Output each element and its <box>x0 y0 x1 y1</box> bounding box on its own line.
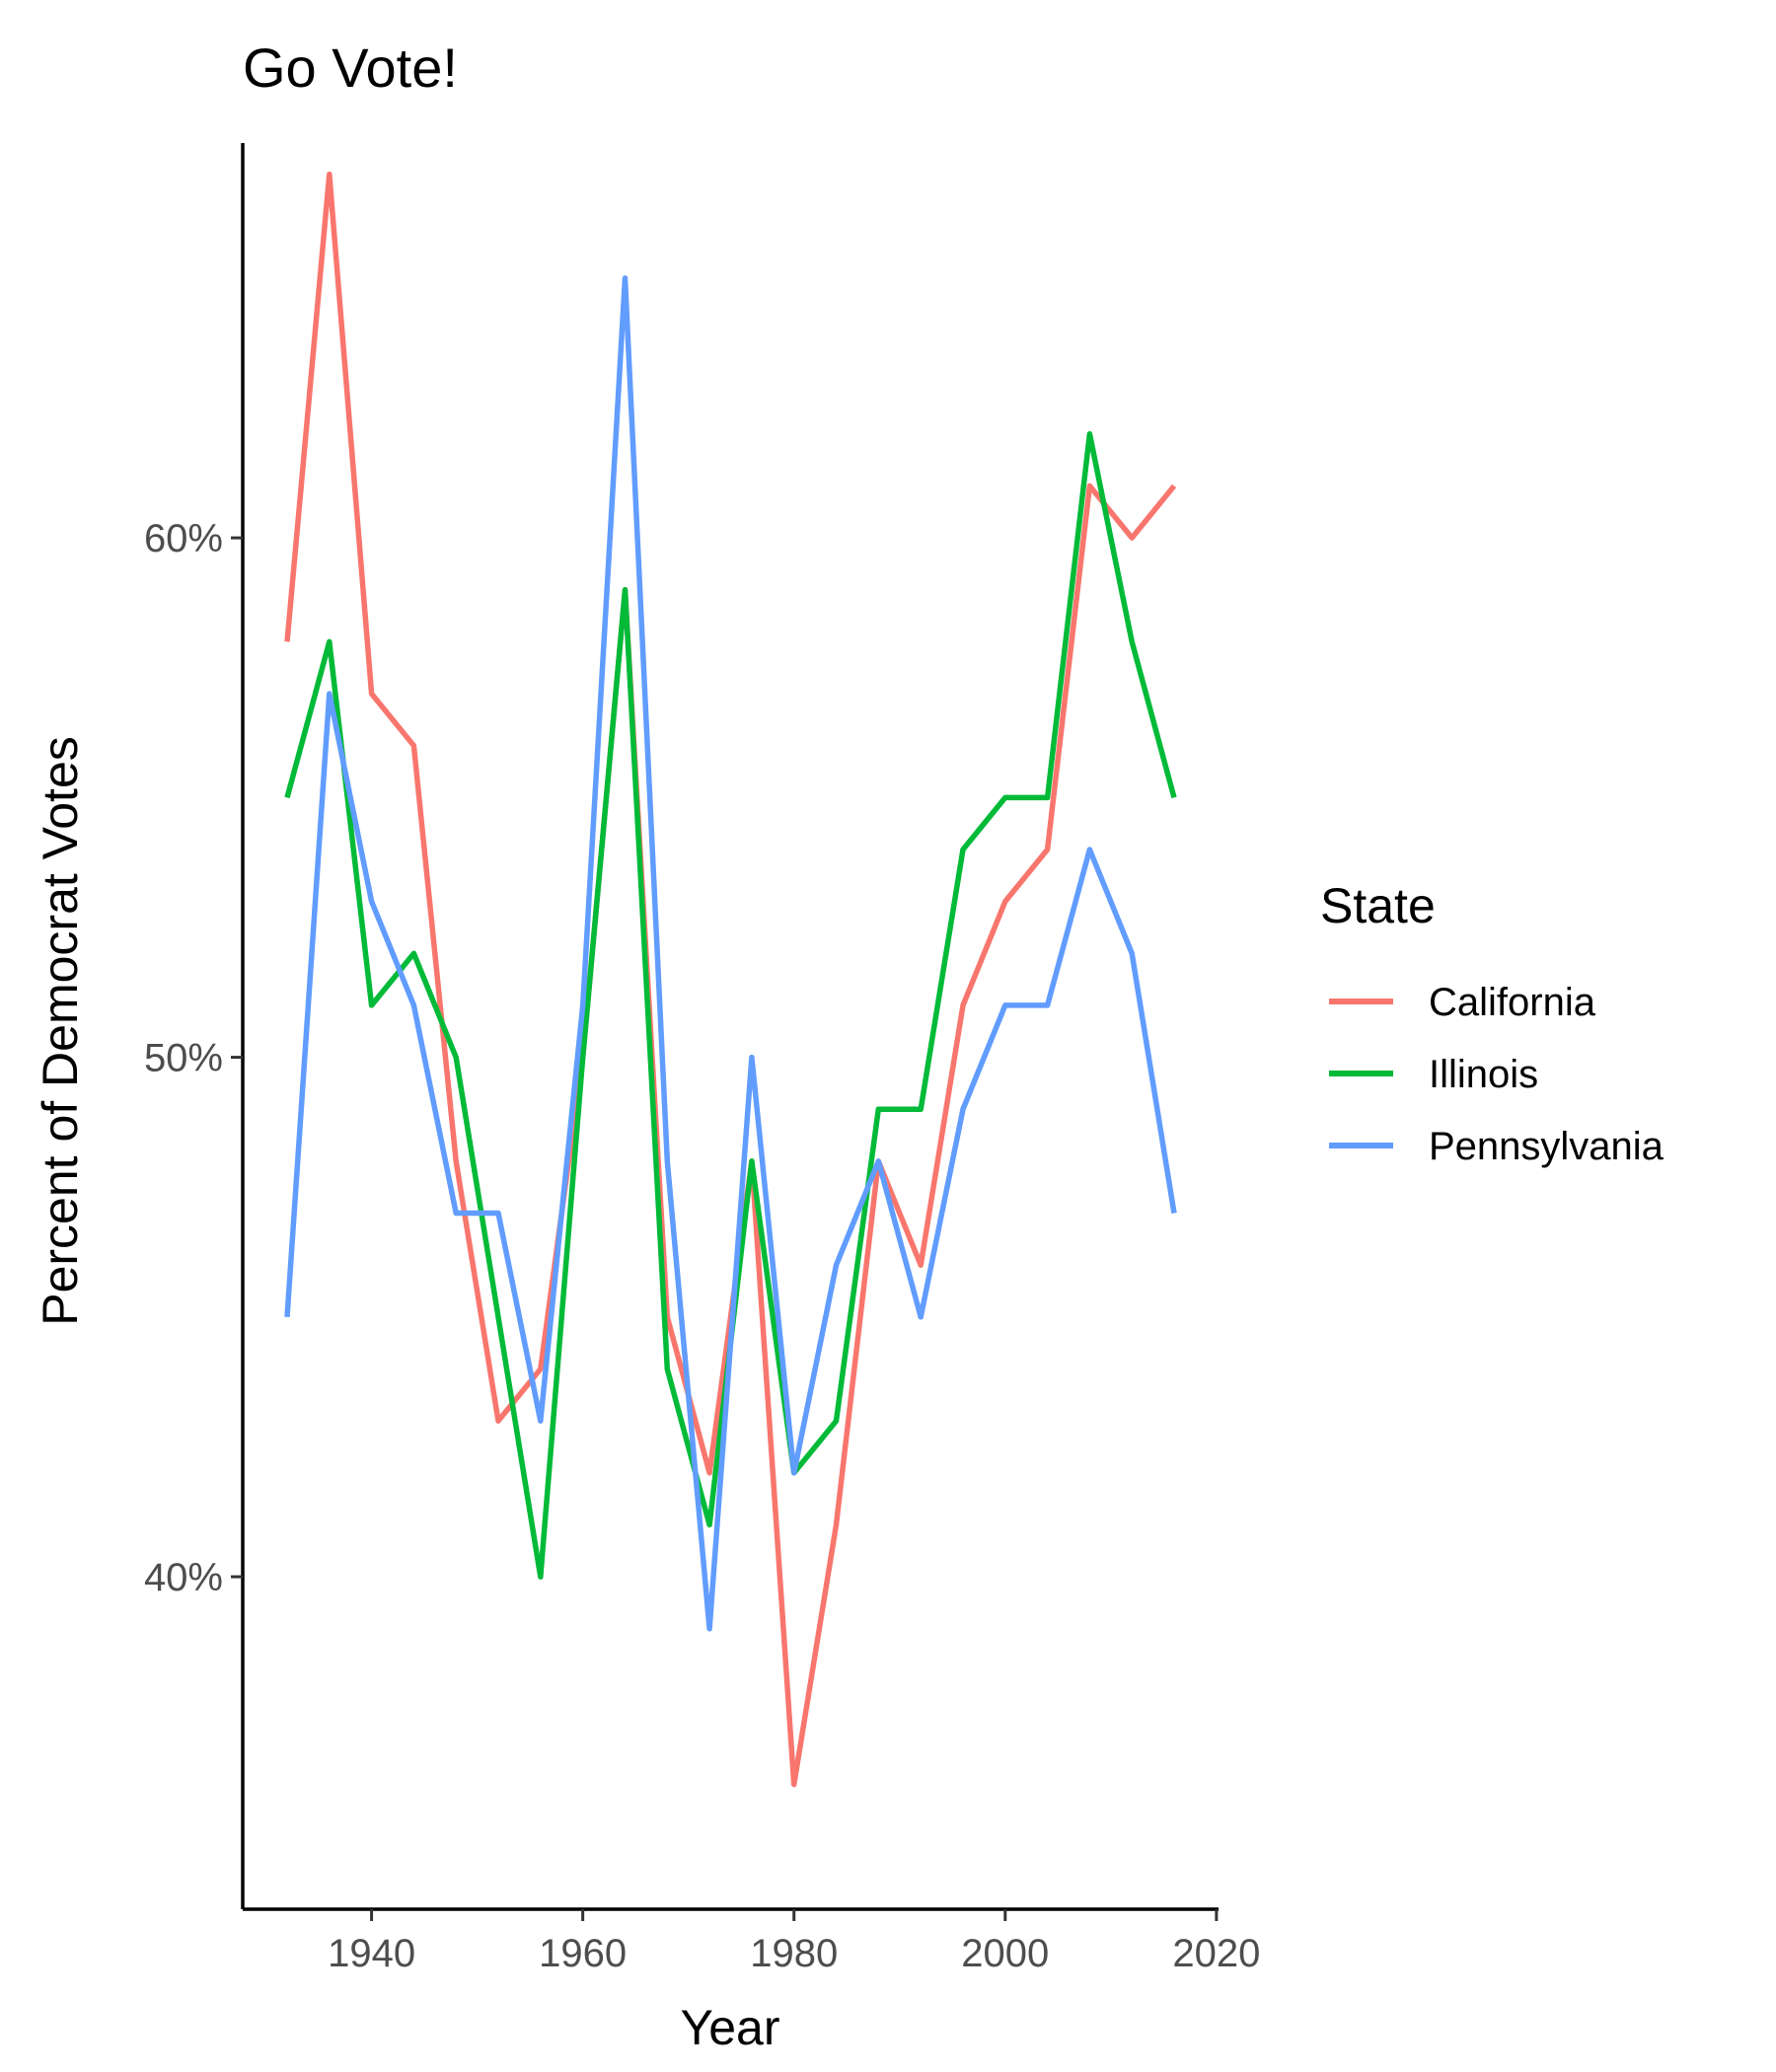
y-axis-title: Percent of Democrat Votes <box>33 736 88 1326</box>
legend-items: California Illinois Pennsylvania <box>1329 981 1665 1168</box>
plot-area: 1940 1960 1980 2000 2020 40% 50% 60% <box>144 143 1260 1975</box>
series-layer <box>284 171 1177 1788</box>
x-tick-label: 1960 <box>539 1932 627 1975</box>
y-axis-ticks: 40% 50% 60% <box>144 517 243 1599</box>
x-axis-ticks: 1940 1960 1980 2000 2020 <box>328 1909 1260 1975</box>
legend-item-pennsylvania: Pennsylvania <box>1329 1125 1665 1168</box>
series-line-california <box>284 171 1177 1788</box>
y-tick-label: 60% <box>144 517 223 560</box>
y-tick-label: 50% <box>144 1037 223 1080</box>
legend-item-illinois: Illinois <box>1329 1053 1538 1096</box>
x-tick-label: 1940 <box>328 1932 415 1975</box>
legend: State California Illinois Pennsylvania <box>1320 878 1665 1168</box>
x-tick-label: 2020 <box>1172 1932 1260 1975</box>
legend-item-california: California <box>1329 981 1596 1024</box>
y-tick-label: 40% <box>144 1556 223 1599</box>
x-tick-label: 2000 <box>961 1932 1049 1975</box>
legend-label: Pennsylvania <box>1429 1125 1665 1168</box>
series-line-pennsylvania <box>284 275 1177 1632</box>
x-axis-title: Year <box>680 2000 779 2055</box>
legend-title: State <box>1320 878 1436 933</box>
legend-label: Illinois <box>1429 1053 1538 1096</box>
x-tick-label: 1980 <box>750 1932 838 1975</box>
chart-title: Go Vote! <box>243 37 458 99</box>
legend-label: California <box>1429 981 1596 1024</box>
